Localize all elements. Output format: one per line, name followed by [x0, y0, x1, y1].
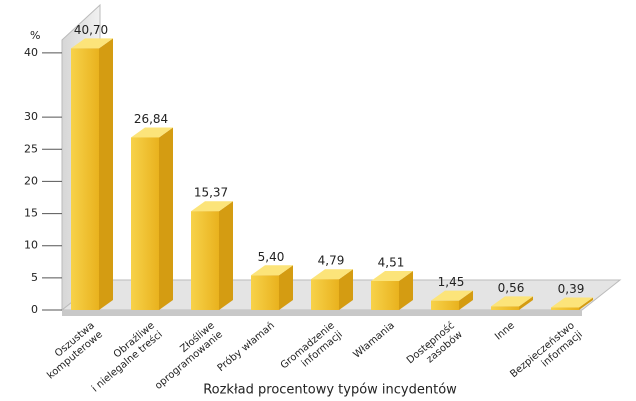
- bar: [251, 275, 279, 310]
- bar: [131, 137, 159, 310]
- bar-side: [99, 38, 113, 310]
- bar-top: [311, 269, 353, 280]
- value-label: 4,51: [378, 256, 405, 270]
- bar: [371, 281, 399, 310]
- bar-top: [371, 271, 413, 282]
- value-label: 1,45: [438, 275, 465, 289]
- value-label: 5,40: [258, 250, 285, 264]
- bar-top: [551, 297, 593, 308]
- bar: [311, 279, 339, 310]
- bar-side: [579, 297, 593, 310]
- bar: [491, 306, 519, 310]
- bar-top: [251, 265, 293, 276]
- x-tick-label: Próby włamań: [215, 319, 277, 374]
- bar-side: [279, 265, 293, 310]
- bar: [71, 48, 99, 310]
- y-tick-label: 25: [24, 142, 38, 155]
- bar-side: [519, 296, 533, 310]
- bar-side: [339, 269, 353, 310]
- bar-top: [191, 201, 233, 212]
- floor-edge: [62, 310, 582, 316]
- y-tick-label: 5: [31, 271, 38, 284]
- y-tick-label: 20: [24, 174, 38, 187]
- bar-top: [71, 38, 113, 49]
- bar-top: [131, 127, 173, 138]
- y-tick-label: 40: [24, 46, 38, 59]
- bar: [431, 300, 459, 310]
- y-tick-label: 10: [24, 239, 38, 252]
- y-tick-label: 0: [31, 303, 38, 316]
- bar-side: [459, 290, 473, 310]
- value-label: 26,84: [134, 112, 168, 126]
- value-label: 0,56: [498, 281, 525, 295]
- value-label: 0,39: [558, 282, 585, 296]
- x-tick-label: Włamania: [351, 320, 396, 361]
- bar-side: [159, 127, 173, 310]
- y-axis-label: %: [30, 29, 40, 42]
- value-label: 40,70: [74, 23, 108, 37]
- value-label: 4,79: [318, 254, 345, 268]
- bar-side: [219, 201, 233, 310]
- x-tick-label: Inne: [493, 320, 517, 342]
- bar-side: [399, 271, 413, 310]
- bar: [551, 307, 579, 310]
- x-axis-label: Rozkład procentowy typów incydentów: [203, 383, 457, 398]
- value-label: 15,37: [194, 186, 228, 200]
- y-tick-label: 30: [24, 110, 38, 123]
- bar-top: [491, 296, 533, 307]
- y-tick-label: 15: [24, 207, 38, 220]
- bar: [191, 211, 219, 310]
- bar-top: [431, 290, 473, 301]
